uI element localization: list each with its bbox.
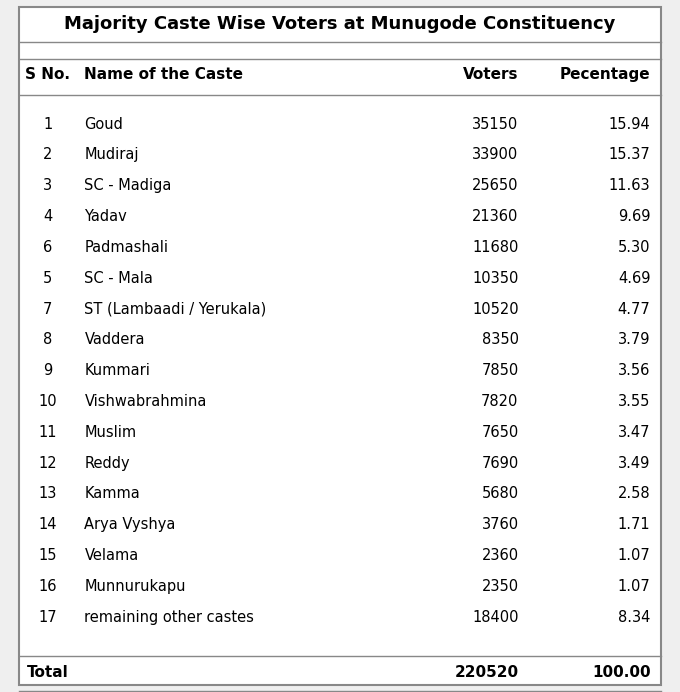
- Text: S No.: S No.: [25, 67, 70, 82]
- Text: Total: Total: [27, 665, 69, 680]
- Text: 4.77: 4.77: [617, 302, 651, 316]
- Text: 3.55: 3.55: [618, 394, 651, 409]
- Text: Muslim: Muslim: [84, 425, 137, 440]
- Text: 7850: 7850: [481, 363, 519, 378]
- Text: Velama: Velama: [84, 548, 139, 563]
- Text: 5680: 5680: [481, 486, 519, 502]
- Text: Voters: Voters: [463, 67, 519, 82]
- Text: 10520: 10520: [472, 302, 519, 316]
- Text: 2350: 2350: [481, 579, 519, 594]
- Text: 2: 2: [43, 147, 52, 163]
- Text: 11.63: 11.63: [609, 179, 651, 193]
- Text: 35150: 35150: [473, 116, 519, 131]
- Text: 100.00: 100.00: [592, 665, 651, 680]
- Text: Majority Caste Wise Voters at Munugode Constituency: Majority Caste Wise Voters at Munugode C…: [65, 15, 615, 33]
- Text: Mudiraj: Mudiraj: [84, 147, 139, 163]
- Text: 9.69: 9.69: [618, 209, 651, 224]
- Text: 15.37: 15.37: [609, 147, 651, 163]
- Text: Reddy: Reddy: [84, 455, 130, 471]
- Text: 8350: 8350: [481, 332, 519, 347]
- Text: Padmashali: Padmashali: [84, 240, 169, 255]
- Text: Munnurukapu: Munnurukapu: [84, 579, 186, 594]
- Text: SC - Mala: SC - Mala: [84, 271, 153, 286]
- Text: 7: 7: [43, 302, 52, 316]
- Text: Vaddera: Vaddera: [84, 332, 145, 347]
- Text: 4: 4: [43, 209, 52, 224]
- Text: 16: 16: [38, 579, 57, 594]
- Text: 12: 12: [38, 455, 57, 471]
- Text: Yadav: Yadav: [84, 209, 127, 224]
- Text: ST (Lambaadi / Yerukala): ST (Lambaadi / Yerukala): [84, 302, 267, 316]
- Text: 17: 17: [38, 610, 57, 625]
- Text: 3.56: 3.56: [618, 363, 651, 378]
- Text: 6: 6: [43, 240, 52, 255]
- Text: 3.47: 3.47: [618, 425, 651, 440]
- Text: 9: 9: [43, 363, 52, 378]
- Text: 11: 11: [38, 425, 57, 440]
- Text: 33900: 33900: [473, 147, 519, 163]
- Text: 2360: 2360: [481, 548, 519, 563]
- Text: 5.30: 5.30: [618, 240, 651, 255]
- Text: 11680: 11680: [472, 240, 519, 255]
- Text: 10: 10: [38, 394, 57, 409]
- Text: 18400: 18400: [472, 610, 519, 625]
- Text: 7820: 7820: [481, 394, 519, 409]
- Text: remaining other castes: remaining other castes: [84, 610, 254, 625]
- Text: 10350: 10350: [472, 271, 519, 286]
- Text: 1: 1: [43, 116, 52, 131]
- Text: Arya Vyshya: Arya Vyshya: [84, 518, 176, 532]
- Text: 3760: 3760: [481, 518, 519, 532]
- Text: 3.49: 3.49: [618, 455, 651, 471]
- Text: 1.07: 1.07: [617, 548, 651, 563]
- Text: 25650: 25650: [472, 179, 519, 193]
- Text: 4.69: 4.69: [618, 271, 651, 286]
- Text: 8: 8: [43, 332, 52, 347]
- Text: 3.79: 3.79: [618, 332, 651, 347]
- Text: 15: 15: [38, 548, 57, 563]
- Text: Name of the Caste: Name of the Caste: [84, 67, 243, 82]
- Text: 5: 5: [43, 271, 52, 286]
- Text: Kummari: Kummari: [84, 363, 150, 378]
- Text: Kamma: Kamma: [84, 486, 140, 502]
- Text: Goud: Goud: [84, 116, 123, 131]
- Text: 1.07: 1.07: [617, 579, 651, 594]
- Text: 21360: 21360: [472, 209, 519, 224]
- Text: Pecentage: Pecentage: [560, 67, 651, 82]
- Text: 13: 13: [39, 486, 57, 502]
- Text: 1.71: 1.71: [618, 518, 651, 532]
- Text: 14: 14: [38, 518, 57, 532]
- Text: 7650: 7650: [481, 425, 519, 440]
- Text: 7690: 7690: [481, 455, 519, 471]
- Text: 8.34: 8.34: [618, 610, 651, 625]
- Text: 220520: 220520: [454, 665, 519, 680]
- Text: 15.94: 15.94: [609, 116, 651, 131]
- Text: Vishwabrahmina: Vishwabrahmina: [84, 394, 207, 409]
- Text: 2.58: 2.58: [618, 486, 651, 502]
- Text: SC - Madiga: SC - Madiga: [84, 179, 172, 193]
- Text: 3: 3: [43, 179, 52, 193]
